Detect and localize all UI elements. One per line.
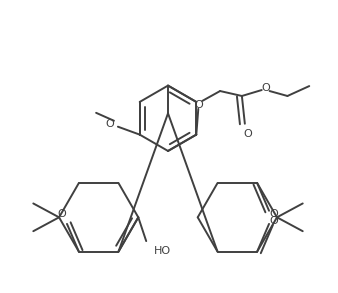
Text: HO: HO (154, 246, 171, 256)
Text: O: O (58, 209, 66, 219)
Text: O: O (261, 83, 270, 93)
Text: O: O (194, 100, 203, 110)
Text: O: O (105, 119, 114, 129)
Text: O: O (270, 209, 279, 219)
Text: O: O (243, 129, 252, 139)
Text: O: O (270, 216, 279, 226)
